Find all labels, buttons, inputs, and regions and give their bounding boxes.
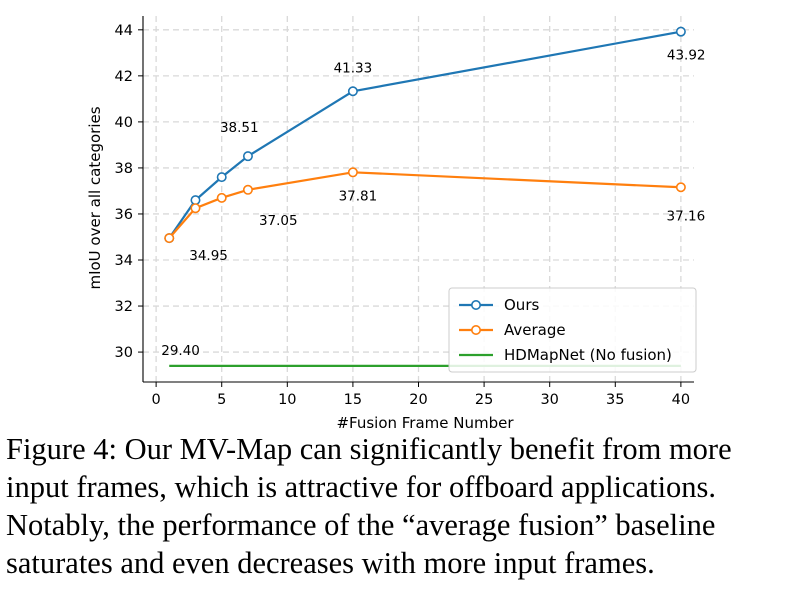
x-tick-label: 5 [217, 392, 226, 408]
x-tick-label: 15 [344, 392, 362, 408]
x-tick-label: 20 [409, 392, 427, 408]
x-tick-label: 25 [475, 392, 493, 408]
caption-line: Notably, the performance of the “average… [6, 508, 716, 542]
caption-line: Figure 4: Our MV-Map can significantly b… [6, 432, 732, 466]
legend-entry: Average [504, 321, 566, 339]
y-tick-label: 30 [115, 345, 133, 361]
series-lines [164, 26, 686, 367]
y-tick-label: 40 [115, 115, 133, 131]
data-point [164, 233, 175, 244]
grid [143, 16, 694, 382]
y-tick-label: 38 [115, 161, 133, 177]
data-point [216, 172, 227, 183]
caption-line: saturates and even decreases with more i… [6, 546, 655, 580]
y-tick-label: 42 [115, 69, 133, 85]
data-point [242, 184, 253, 195]
data-label: 41.33 [334, 60, 373, 76]
data-point [242, 151, 253, 162]
data-point [347, 167, 358, 178]
data-label: 29.40 [161, 343, 200, 359]
data-point [675, 182, 686, 193]
data-point [675, 26, 686, 37]
legend-box [448, 287, 697, 373]
x-tick-label: 30 [540, 392, 558, 408]
figure-caption: Figure 4: Our MV-Map can significantly b… [6, 430, 801, 582]
y-tick-label: 36 [115, 207, 133, 223]
caption-line: input frames, which is attractive for of… [6, 470, 717, 504]
data-label: 34.95 [189, 248, 228, 264]
legend: Ours Average HDMapNet (No fusion) [448, 287, 697, 373]
axes: 0 5 10 15 20 25 30 35 40 30 32 34 36 38 40 42 44 [115, 16, 694, 408]
y-tick-label: 44 [115, 23, 133, 39]
y-tick-label: 32 [115, 299, 133, 315]
x-axis-label: #Fusion Frame Number [336, 414, 514, 430]
data-point [216, 192, 227, 203]
data-label: 37.05 [259, 213, 298, 229]
legend-marker [470, 324, 481, 335]
legend-entry: HDMapNet (No fusion) [504, 346, 672, 364]
data-label: 38.51 [220, 120, 259, 136]
data-label: 37.16 [667, 208, 706, 224]
data-point [190, 203, 201, 214]
data-labels: 34.95 38.51 37.05 41.33 37.81 43.92 37.16 29.40 [161, 48, 705, 359]
data-label: 43.92 [667, 48, 706, 64]
data-point [347, 86, 358, 97]
x-tick-label: 0 [152, 392, 161, 408]
x-tick-label: 10 [278, 392, 296, 408]
legend-marker [470, 299, 481, 310]
series-line-average [168, 171, 681, 239]
data-point [190, 195, 201, 206]
line-chart: 34.95 38.51 37.05 41.33 37.81 43.92 37.16 29.40… [86, 16, 706, 430]
y-axis-label: mIoU over all categories [86, 106, 104, 289]
y-tick-label: 34 [115, 253, 133, 269]
legend-entry: Ours [504, 296, 539, 314]
x-tick-label: 35 [606, 392, 624, 408]
data-label: 37.81 [339, 188, 378, 204]
x-tick-label: 40 [672, 392, 690, 408]
